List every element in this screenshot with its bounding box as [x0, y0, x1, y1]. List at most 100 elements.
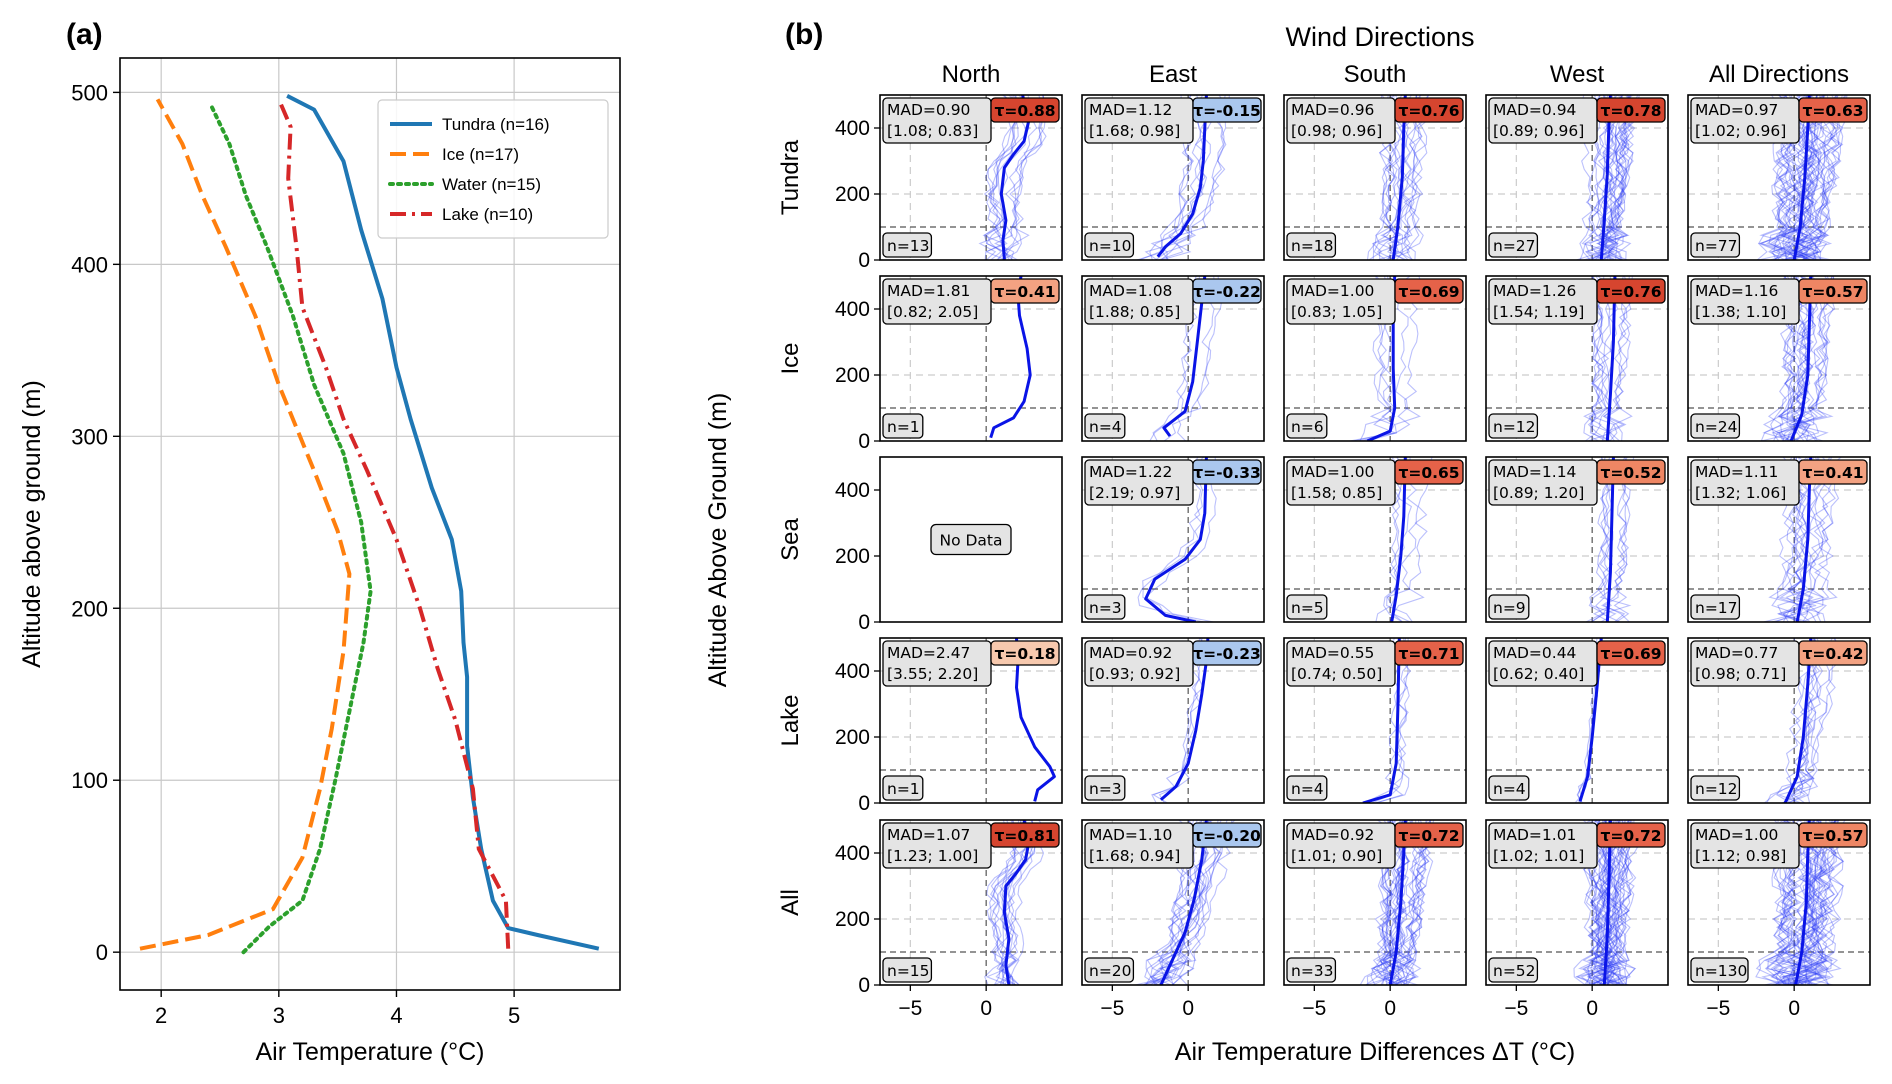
- n-value: n=4: [1291, 780, 1324, 798]
- subplot-frame: [1485, 94, 1669, 261]
- n-value: n=1: [887, 780, 920, 798]
- profile-line: [1142, 457, 1202, 622]
- mad-badge: [1488, 640, 1598, 687]
- mad-value: MAD=0.96: [1291, 101, 1374, 119]
- mad-badge: [1488, 278, 1598, 325]
- tau-badge: [990, 640, 1060, 666]
- y-tick-label: 0: [858, 611, 870, 634]
- subplot-frame: [879, 94, 1063, 261]
- y-axis-label: Altitude Above Ground (m): [704, 393, 732, 688]
- n-value: n=18: [1291, 237, 1334, 255]
- series-line: [286, 94, 600, 951]
- profile-line: [1375, 820, 1409, 985]
- tau-value: τ=0.41: [1802, 464, 1863, 482]
- tau-value: τ=0.57: [1802, 283, 1863, 301]
- x-tick-label: 0: [980, 997, 992, 1020]
- mad-value: MAD=0.77: [1695, 644, 1778, 662]
- tau-badge: [1596, 822, 1666, 848]
- subplot: MAD=0.96 [0.98; 0.96] τ=0.76 n=18: [1283, 94, 1467, 261]
- subplot-frame: [1283, 637, 1467, 804]
- tau-value: τ=0.76: [1600, 283, 1661, 301]
- mad-interval: [1.88; 0.85]: [1089, 303, 1180, 321]
- mad-interval: [1.08; 0.83]: [887, 122, 978, 140]
- profile-line: [1777, 276, 1808, 441]
- subplot: MAD=1.26 [1.54; 1.19] τ=0.76 n=12: [1485, 275, 1669, 442]
- profile-line: [1779, 95, 1816, 260]
- profile-line: [1386, 457, 1403, 622]
- x-tick-label: −5: [1706, 997, 1730, 1020]
- n-value: n=10: [1089, 237, 1132, 255]
- profile-line: [1152, 276, 1201, 441]
- mean-profile-line: [1602, 820, 1612, 985]
- plot-frame: [119, 57, 621, 991]
- mad-interval: [0.89; 0.96]: [1493, 122, 1584, 140]
- subplot: MAD=0.92 [0.93; 0.92] τ=-0.23 n=3: [1081, 637, 1265, 804]
- subplot: MAD=1.10 [1.68; 0.94] τ=-0.20 n=20 −5 0: [1081, 819, 1265, 1020]
- chart-title: Wind Directions: [1285, 22, 1474, 52]
- n-value: n=130: [1695, 962, 1747, 980]
- n-value: n=12: [1695, 780, 1738, 798]
- legend: Tundra (n=16) Ice (n=17) Water (n=15) Lake …: [377, 99, 609, 239]
- tau-value: τ=-0.15: [1193, 102, 1261, 120]
- column-title: South: [1344, 61, 1407, 88]
- tau-badge: [1192, 278, 1262, 304]
- mad-badge: [1690, 640, 1800, 687]
- mad-interval: [1.01; 0.90]: [1291, 847, 1382, 865]
- mad-interval: [1.68; 0.94]: [1089, 847, 1180, 865]
- row-label: Ice: [777, 342, 804, 374]
- tau-badge: [1596, 278, 1666, 304]
- mad-badge: [1488, 459, 1598, 506]
- mad-value: MAD=1.10: [1089, 826, 1172, 844]
- mad-value: MAD=1.26: [1493, 282, 1576, 300]
- tau-badge: [990, 278, 1060, 304]
- column-title: West: [1550, 61, 1605, 88]
- subplot: No Data 0 200 400: [835, 456, 1063, 634]
- subplot: MAD=1.12 [1.68; 0.98] τ=-0.15 n=10: [1081, 94, 1265, 261]
- mad-value: MAD=1.16: [1695, 282, 1778, 300]
- tau-badge: [1798, 278, 1868, 304]
- n-value: n=3: [1089, 599, 1122, 617]
- tau-value: τ=0.69: [1398, 283, 1459, 301]
- y-tick-label: 300: [71, 424, 108, 449]
- mad-interval: [1.68; 0.98]: [1089, 122, 1180, 140]
- tau-badge: [1596, 459, 1666, 485]
- subplot: MAD=1.22 [2.19; 0.97] τ=-0.33 n=3: [1081, 456, 1265, 623]
- subplot: MAD=0.55 [0.74; 0.50] τ=0.71 n=4: [1283, 637, 1467, 804]
- n-badge: [882, 232, 933, 258]
- tau-badge: [1394, 459, 1464, 485]
- x-axis-label: Air Temperature Differences ΔT (°C): [1175, 1038, 1575, 1066]
- mad-value: MAD=1.00: [1291, 282, 1374, 300]
- mad-interval: [1.02; 1.01]: [1493, 847, 1584, 865]
- x-tick-label: 3: [273, 1003, 285, 1028]
- tau-value: τ=0.88: [994, 102, 1055, 120]
- mad-badge: [1690, 459, 1800, 506]
- subplot-frame: [879, 275, 1063, 442]
- mad-interval: [0.98; 0.71]: [1695, 665, 1786, 683]
- tau-value: τ=0.65: [1398, 464, 1459, 482]
- mad-badge: [1286, 640, 1396, 687]
- subplot: MAD=1.00 [0.83; 1.05] τ=0.69 n=6: [1283, 275, 1467, 442]
- mean-profile-line: [1144, 457, 1208, 622]
- mad-badge: [1690, 97, 1800, 144]
- subplot: MAD=1.14 [0.89; 1.20] τ=0.52 n=9: [1485, 456, 1669, 623]
- subplot: MAD=1.00 [1.58; 0.85] τ=0.65 n=5: [1283, 456, 1467, 623]
- n-value: n=17: [1695, 599, 1738, 617]
- subplot: MAD=2.47 [3.55; 2.20] τ=0.18 n=1 0 200 400: [835, 637, 1063, 815]
- y-tick-label: 400: [835, 660, 870, 683]
- subplot-frame: [1485, 819, 1669, 986]
- n-badge: [1084, 413, 1126, 439]
- mad-badge: [1084, 640, 1194, 687]
- profile-line: [1377, 95, 1407, 260]
- subplot: MAD=1.07 [1.23; 1.00] τ=0.81 n=15 0 200 400 −5 0: [835, 819, 1063, 1020]
- mad-value: MAD=1.01: [1493, 826, 1576, 844]
- n-value: n=20: [1089, 962, 1132, 980]
- x-tick-label: −5: [1504, 997, 1528, 1020]
- profile-line: [1587, 276, 1611, 441]
- mad-badge: [1084, 278, 1194, 325]
- y-tick-label: 200: [835, 726, 870, 749]
- mean-profile-line: [1002, 820, 1031, 985]
- n-value: n=33: [1291, 962, 1334, 980]
- tau-value: τ=0.78: [1600, 102, 1661, 120]
- tau-value: τ=0.41: [994, 283, 1055, 301]
